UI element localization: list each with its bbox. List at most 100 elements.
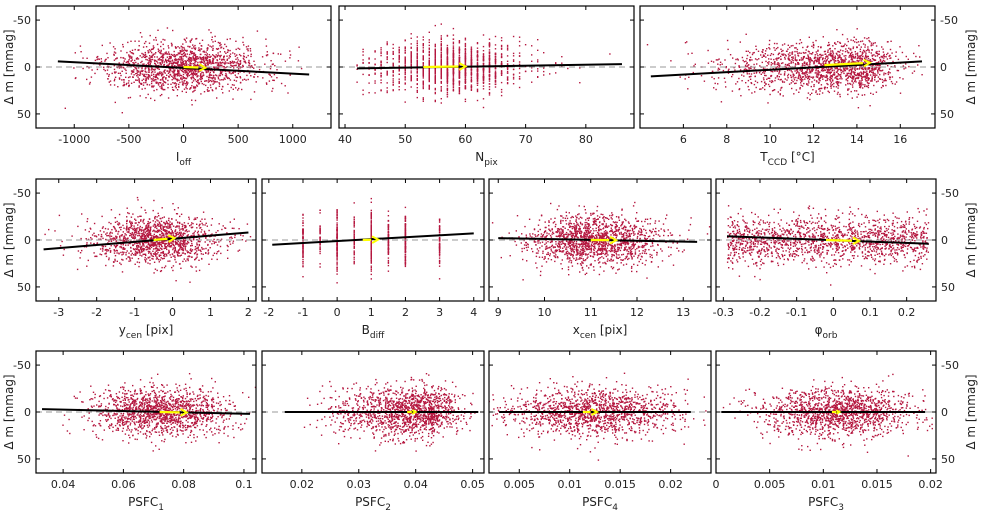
data-point [518,67,521,70]
data-point [836,71,838,73]
data-point [410,33,412,35]
data-point [830,71,832,74]
data-point [178,64,180,66]
data-point [257,76,259,78]
data-point [768,39,771,42]
data-point [793,77,795,79]
data-point [476,89,479,92]
data-point [440,47,442,49]
data-point [138,80,140,82]
data-point [843,45,845,47]
data-point [142,253,144,256]
data-point [218,82,220,84]
data-point [774,77,777,79]
data-point [797,52,799,55]
data-point [863,75,865,78]
data-point [165,58,167,61]
data-point [794,59,796,61]
data-point [173,74,176,77]
data-point [145,71,147,73]
data-point [138,78,140,80]
data-point [197,246,199,248]
data-point [837,73,839,75]
data-point [843,70,845,72]
data-point [154,69,156,71]
data-point [153,46,155,49]
data-point [160,87,162,89]
data-point [804,62,806,64]
data-point [843,59,846,61]
data-point [135,79,137,81]
data-point [458,52,461,54]
data-point [160,45,162,48]
data-point [788,64,790,67]
data-point [850,73,852,75]
data-point [138,74,141,76]
data-point [434,24,436,27]
data-point [167,87,169,89]
data-point [810,85,812,88]
data-point [247,50,249,52]
data-point [750,67,752,70]
data-point [899,92,902,94]
data-point [875,81,878,83]
data-point [796,71,798,73]
data-point [857,76,859,79]
data-point [136,72,138,74]
data-point [368,58,370,60]
data-point [440,62,442,64]
data-point [212,54,214,56]
data-point [129,76,131,78]
data-point [193,65,195,67]
data-point [805,52,807,54]
data-point [261,56,264,58]
data-point [464,44,467,46]
data-point [73,67,75,69]
data-point [844,57,847,59]
data-point [890,57,892,59]
data-point [241,239,244,241]
data-point [176,61,178,63]
data-point [892,60,894,63]
data-point [176,89,179,91]
data-point [179,65,181,67]
data-point [825,75,827,77]
data-point [380,82,382,84]
data-point [214,40,216,42]
data-point [219,79,221,81]
data-point [816,60,818,62]
data-point [506,72,509,74]
data-point [506,49,509,51]
data-point [717,59,719,61]
data-point [416,79,418,81]
data-point [225,74,228,76]
data-point [270,76,273,78]
data-point [214,56,216,58]
data-point [861,94,863,96]
data-point [820,84,823,86]
data-point [847,82,849,85]
data-point [234,55,237,57]
data-point [225,76,228,78]
data-point [163,216,165,218]
data-point [167,72,170,74]
data-point [356,81,358,83]
data-point [812,51,814,54]
data-point [464,98,467,100]
data-point [860,67,863,69]
data-point [802,76,805,78]
data-point [205,84,207,87]
data-point [778,52,780,55]
data-point [268,80,271,82]
data-point [867,67,869,69]
data-point [687,88,689,90]
data-point [86,220,88,223]
data-point [265,82,268,84]
data-point [191,76,193,78]
data-point [837,60,840,62]
data-point [741,80,743,82]
data-point [174,46,177,48]
data-point [859,65,861,67]
data-point [913,70,916,72]
data-point [210,79,212,82]
